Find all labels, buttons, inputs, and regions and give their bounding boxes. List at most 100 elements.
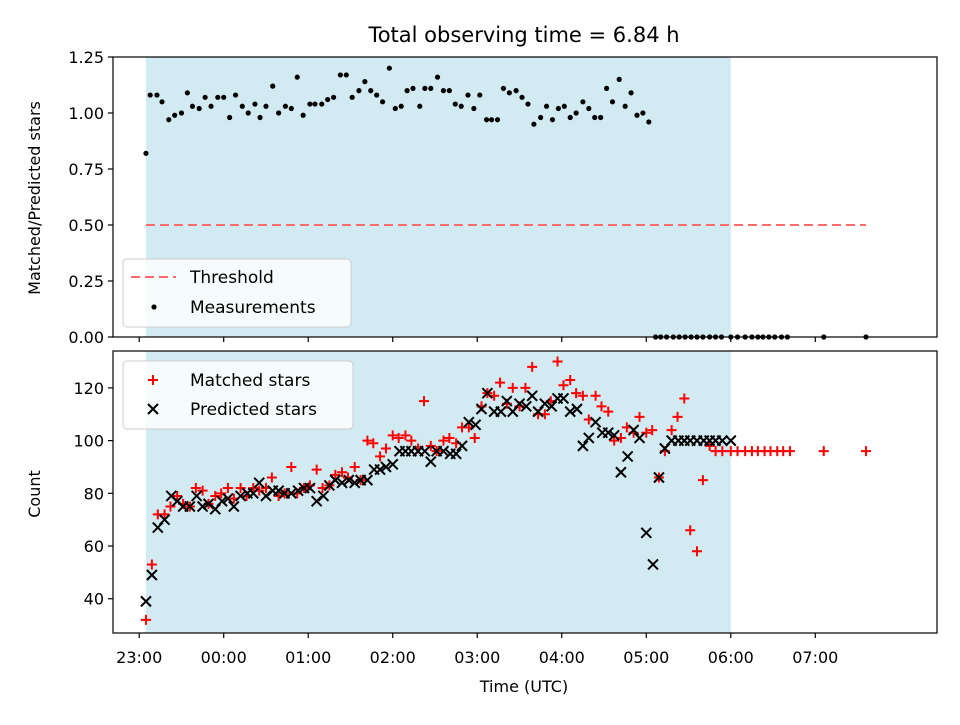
matched-star-point — [210, 490, 221, 501]
measurement-point — [245, 110, 251, 116]
measurement-point — [343, 72, 349, 78]
predicted-star-point — [539, 398, 551, 410]
matched-star-point — [400, 430, 411, 441]
x-tick-label: 01:00 — [285, 648, 331, 667]
bottom-axes-frame — [112, 350, 938, 634]
matched-star-point — [685, 525, 696, 536]
matched-star-point — [520, 382, 531, 393]
measurement-point — [276, 110, 282, 116]
predicted-star-point — [336, 477, 348, 489]
matched-star-point — [438, 435, 449, 446]
measurement-point — [368, 88, 374, 94]
top-axes-frame — [112, 56, 938, 338]
bottom-y-axis-label: Count — [25, 470, 44, 518]
legend-measurements-label: Measurements — [190, 298, 316, 318]
measurement-point — [628, 90, 634, 96]
legend-matched-label: Matched stars — [190, 371, 310, 391]
measurement-point — [307, 101, 313, 107]
measurement-point — [561, 103, 567, 109]
predicted-star-point — [475, 403, 488, 415]
measurement-point — [513, 88, 519, 94]
predicted-star-point — [716, 434, 729, 447]
predicted-star-point — [202, 498, 215, 510]
measurement-point — [166, 117, 172, 123]
measurement-point — [609, 99, 616, 105]
matched-star-point — [330, 469, 341, 480]
measurement-point — [319, 101, 325, 107]
matched-star-point — [197, 485, 208, 496]
matched-star-point — [647, 425, 658, 436]
measurement-point — [208, 103, 214, 109]
predicted-star-point — [501, 395, 513, 407]
top-legend — [122, 258, 352, 328]
measurement-point — [465, 92, 471, 98]
top-y-tick-label: 0.50 — [68, 216, 104, 235]
matched-star-point — [222, 483, 233, 494]
measurement-point — [379, 99, 386, 105]
measurement-point — [525, 101, 531, 107]
predicted-star-point — [437, 445, 450, 457]
measurement-point — [616, 76, 622, 82]
measurement-point — [282, 103, 289, 109]
matched-star-point — [495, 377, 506, 388]
predicted-star-point — [564, 405, 576, 418]
measurement-point — [398, 103, 404, 109]
matched-star-point — [380, 443, 391, 454]
matched-star-point — [368, 438, 379, 449]
measurement-point — [404, 88, 410, 94]
predicted-star-point — [463, 416, 475, 428]
measurement-point — [622, 103, 628, 109]
matched-star-point — [337, 467, 348, 478]
x-tick-label: 07:00 — [792, 648, 838, 667]
measurement-point — [603, 85, 610, 91]
measurement-point — [288, 105, 294, 112]
measurement-point — [471, 105, 477, 112]
matched-star-point — [784, 446, 795, 457]
measurement-point — [362, 79, 368, 85]
matched-star-point — [311, 464, 322, 475]
bottom-y-tick-label: 60 — [84, 537, 104, 556]
matched-star-point — [393, 432, 404, 443]
measurement-point — [189, 103, 196, 109]
matched-star-point — [861, 446, 872, 457]
measurement-point — [586, 105, 592, 112]
measurement-point — [178, 110, 185, 116]
predicted-star-point — [216, 495, 228, 507]
top-y-tick-label: 0.75 — [68, 160, 104, 179]
predicted-star-point — [184, 500, 196, 513]
matched-star-point — [406, 435, 417, 446]
matched-star-point — [159, 509, 170, 520]
legend-predicted-swatch — [147, 403, 159, 415]
x-tick-label: 02:00 — [370, 648, 416, 667]
matched-star-point — [641, 427, 652, 438]
measurement-point — [489, 117, 495, 123]
measurement-point — [294, 74, 300, 80]
measurement-point — [477, 92, 483, 98]
matched-star-point — [634, 411, 645, 422]
predicted-star-point — [425, 455, 437, 468]
predicted-star-point — [374, 463, 386, 476]
predicted-star-point — [222, 492, 234, 505]
matched-star-point — [558, 380, 569, 391]
top-y-tick-label: 1.25 — [68, 48, 104, 67]
measurement-point — [147, 92, 153, 98]
x-tick-label: 03:00 — [454, 648, 500, 667]
measurement-point — [567, 114, 573, 121]
measurement-point — [202, 94, 208, 100]
measurement-point — [270, 83, 276, 89]
predicted-star-point — [647, 558, 659, 571]
predicted-star-point — [602, 426, 614, 439]
measurement-point — [519, 94, 525, 100]
matched-star-point — [419, 396, 430, 407]
measurement-point — [440, 88, 447, 94]
predicted-star-point — [456, 440, 468, 452]
matched-star-point — [691, 546, 702, 557]
matched-star-point — [717, 446, 728, 457]
measurement-point — [386, 65, 392, 71]
measurement-point — [598, 114, 604, 121]
predicted-star-point — [577, 440, 589, 452]
predicted-star-point — [140, 595, 152, 608]
bottom-y-tick-label: 40 — [84, 590, 104, 609]
predicted-star-point — [361, 474, 374, 486]
